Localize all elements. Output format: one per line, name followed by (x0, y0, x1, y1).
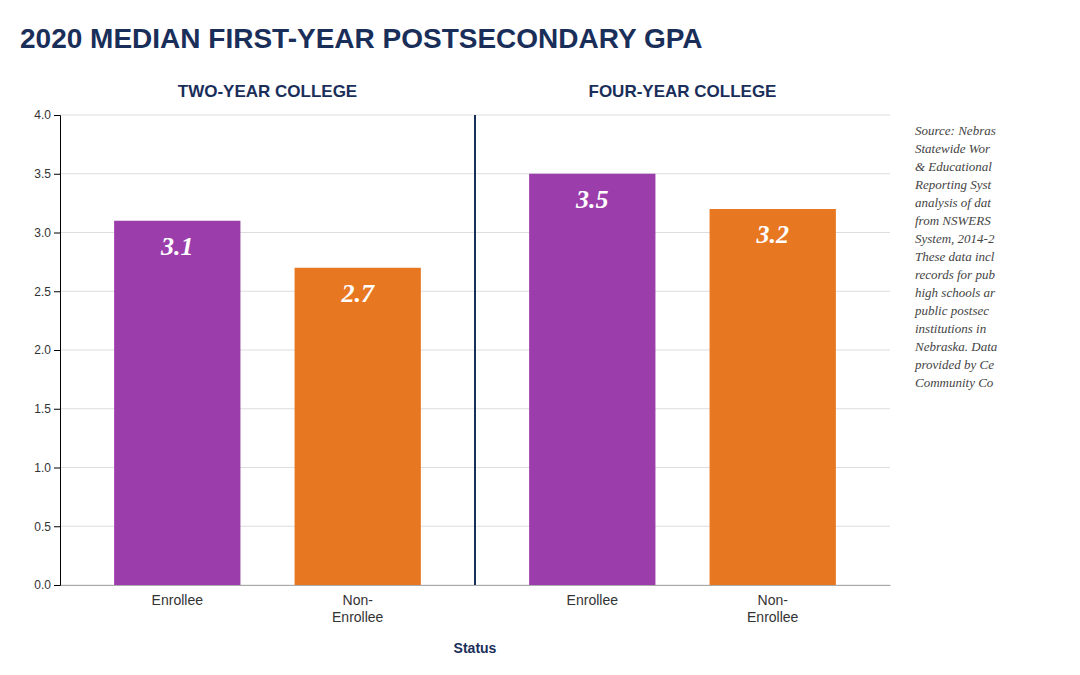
source-line: Nebraska. Data (914, 339, 998, 354)
x-axis-label: Status (454, 640, 497, 656)
source-line: Source: Nebras (915, 123, 996, 138)
y-tick-label: 3.0 (34, 226, 51, 240)
y-tick-label: 0.0 (34, 578, 51, 592)
plot: 3.12.73.53.2EnrolleeNon-EnrolleeEnrollee… (34, 108, 890, 624)
x-tick: Non-Enrollee (332, 592, 384, 625)
source-line: These data incl (915, 249, 995, 264)
y-tick-mark (54, 585, 60, 586)
source-line: Statewide Wor (915, 141, 991, 156)
bar (114, 221, 240, 585)
source-line: analysis of dat (915, 195, 991, 210)
x-axis-line (61, 585, 476, 586)
data-label: 3.2 (755, 220, 789, 249)
x-tick-label: Non-Enrollee (332, 592, 384, 625)
x-axis: EnrolleeNon-Enrollee (61, 586, 476, 625)
y-axis: 0.0 0.5 1.0 1.5 2.0 2.5 3.0 3.5 4.0 (34, 108, 60, 592)
y-tick-label: 1.0 (34, 461, 51, 475)
y-tick: 3.0 (34, 226, 60, 240)
title: 2020 MEDIAN FIRST-YEAR POSTSECONDARY GPA (20, 23, 703, 54)
bar (710, 209, 836, 585)
x-tick-label-line: Enrollee (747, 609, 799, 625)
source-line: Community Co (915, 375, 994, 390)
source-line: System, 2014-2 (915, 231, 995, 246)
source-line: public postsec (914, 303, 989, 318)
y-tick-mark (54, 526, 60, 527)
y-tick: 3.5 (34, 167, 60, 181)
source-line: from NSWERS (915, 213, 991, 228)
x-tick-label-line: Non- (343, 592, 374, 608)
y-tick-label: 1.5 (34, 402, 51, 416)
y-tick: 0.5 (34, 520, 60, 534)
x-tick-label-line: Non- (758, 592, 789, 608)
y-tick: 1.5 (34, 402, 60, 416)
source-line: & Educational (915, 159, 992, 174)
source-line: Reporting Syst (914, 177, 992, 192)
chart: 2020 MEDIAN FIRST-YEAR POSTSECONDARY GPA… (0, 0, 1080, 675)
group-divider (474, 115, 476, 585)
y-tick-mark (54, 174, 60, 175)
section-label: FOUR-YEAR COLLEGE (589, 82, 777, 101)
y-tick-mark (54, 409, 60, 410)
section-label: TWO-YEAR COLLEGE (178, 82, 357, 101)
y-tick: 2.0 (34, 343, 60, 357)
data-label: 3.5 (575, 185, 609, 214)
y-axis-line (54, 116, 61, 586)
y-tick-mark (54, 115, 60, 116)
y-tick-label: 2.5 (34, 285, 51, 299)
source-line: records for pub (915, 267, 995, 282)
y-tick-mark (54, 291, 60, 292)
data-label: 3.1 (160, 232, 194, 261)
x-tick-label: Non-Enrollee (747, 592, 799, 625)
x-tick-label-line: Enrollee (332, 609, 384, 625)
bar (529, 174, 655, 585)
y-tick-label: 3.5 (34, 167, 51, 181)
x-tick-label-line: Enrollee (152, 592, 204, 608)
x-tick: Enrollee (567, 592, 619, 608)
x-tick-label-line: Enrollee (567, 592, 619, 608)
y-tick-mark (54, 233, 60, 234)
y-tick: 1.0 (34, 461, 60, 475)
source-line: provided by Ce (914, 357, 994, 372)
source-line: institutions in (915, 321, 986, 336)
y-tick-mark (54, 350, 60, 351)
source-line: high schools ar (915, 285, 996, 300)
bar (295, 268, 421, 585)
x-axis: EnrolleeNon-Enrollee (476, 586, 891, 625)
x-tick: Enrollee (152, 592, 204, 608)
y-tick: 0.0 (34, 578, 60, 592)
y-tick-mark (54, 468, 60, 469)
y-tick-label: 2.0 (34, 343, 51, 357)
x-tick: Non-Enrollee (747, 592, 799, 625)
y-tick-label: 0.5 (34, 520, 51, 534)
x-tick-label: Enrollee (152, 592, 204, 608)
y-tick: 4.0 (34, 108, 60, 122)
x-axis-line (476, 585, 891, 586)
y-tick-label: 4.0 (34, 108, 51, 122)
y-tick: 2.5 (34, 285, 60, 299)
data-label: 2.7 (340, 279, 375, 308)
x-tick-label: Enrollee (567, 592, 619, 608)
grid (60, 115, 890, 585)
source: Source: Nebras Statewide Wor & Educational… (914, 123, 998, 390)
